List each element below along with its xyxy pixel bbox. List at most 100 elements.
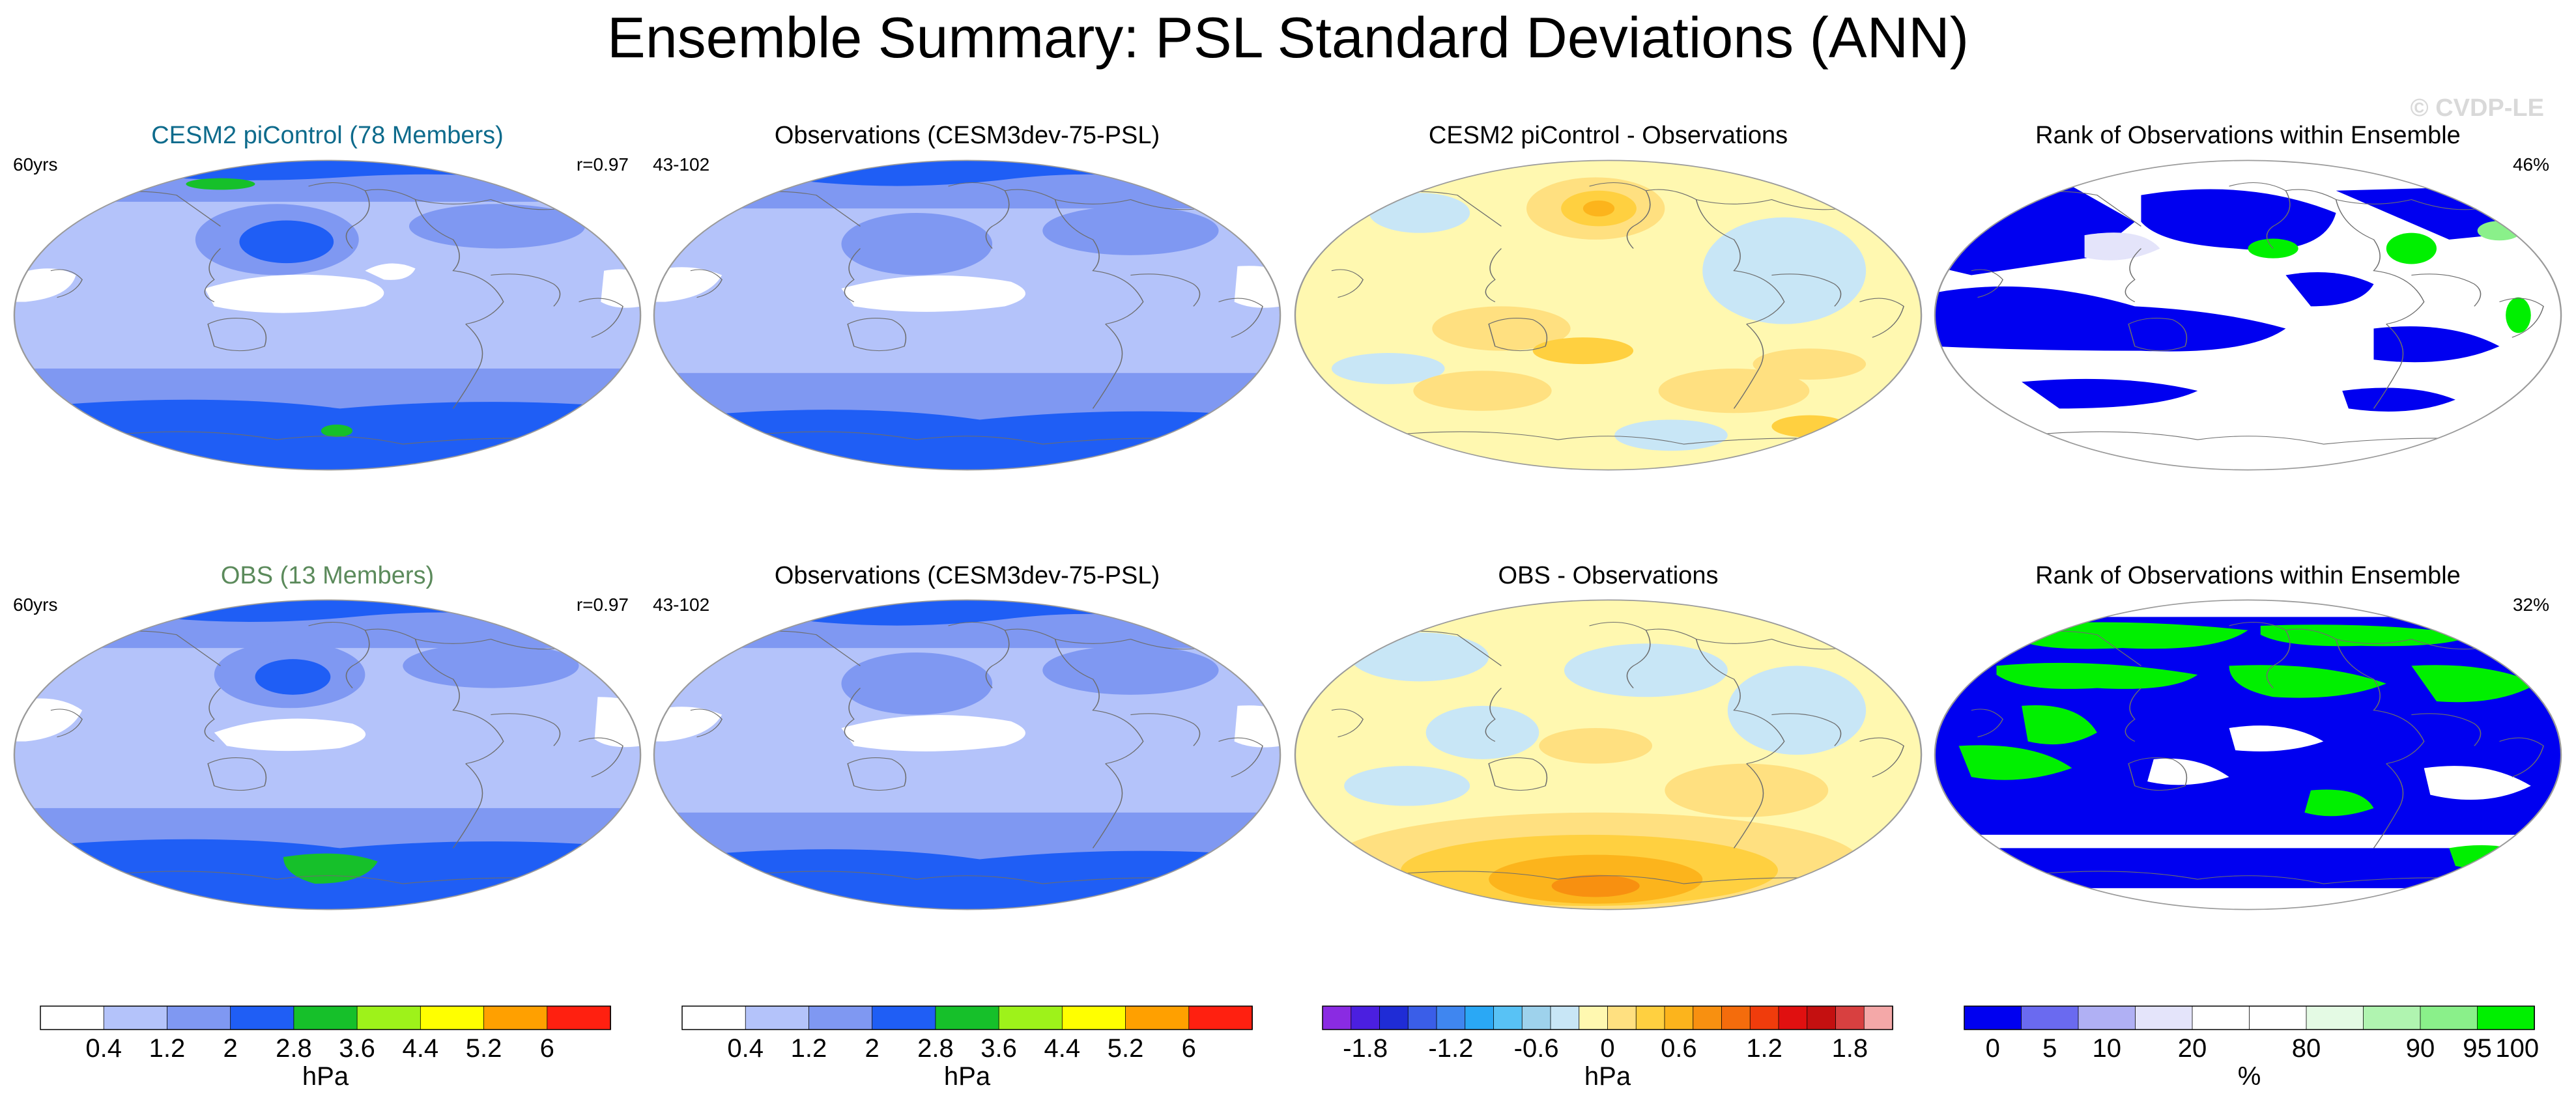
- colorbar-swatch: [40, 1005, 105, 1030]
- colorbar-tick-label: -1.8: [1343, 1034, 1388, 1063]
- panel-left-note: 43-102: [653, 154, 709, 175]
- colorbar-tick-label: 20: [2178, 1034, 2207, 1063]
- colorbar-swatch: [1807, 1005, 1837, 1030]
- colorbar-swatch: [1436, 1005, 1466, 1030]
- colorbar-unit: hPa: [944, 1062, 991, 1091]
- colorbar-swatch: [1835, 1005, 1865, 1030]
- map-panels: CESM2 piControl (78 Members)60yrs r=0.97O…: [13, 122, 2562, 910]
- colorbar-swatch: [230, 1005, 294, 1030]
- panel-r2c4: Rank of Observations within Ensemble 32%: [1934, 562, 2562, 910]
- colorbar-swatch: [1322, 1005, 1352, 1030]
- colorbar-tick-label: 0.4: [727, 1034, 764, 1063]
- colorbar-swatch: [2021, 1005, 2079, 1030]
- colorbar-swatch: [1607, 1005, 1637, 1030]
- map-field: [653, 160, 1281, 470]
- colorbar-frame: [681, 1005, 1253, 1030]
- colorbar-cb-diff: -1.8 -1.2 -0.6 0 0.6 1.2 1.8 hPa: [1322, 1005, 1893, 1091]
- colorbar-swatch: [1964, 1005, 2022, 1030]
- map-border: [1294, 599, 1923, 910]
- map-rank-a: [1934, 160, 2562, 471]
- colorbar-swatch: [1749, 1005, 1779, 1030]
- panel-title: CESM2 piControl - Observations: [1429, 122, 1788, 149]
- map-std-obs: [653, 599, 1281, 910]
- colorbar-swatch: [420, 1005, 485, 1030]
- colorbar-tick-label: 0: [1600, 1034, 1614, 1063]
- panel-title: Rank of Observations within Ensemble: [2035, 122, 2461, 149]
- map-std-obsens: [13, 599, 642, 910]
- colorbar-tick-label: 2.8: [917, 1034, 954, 1063]
- colorbar-tick-label: 95: [2463, 1034, 2492, 1063]
- map-border: [1934, 599, 2562, 910]
- panel-r1c1: CESM2 piControl (78 Members) 60yrs r=0.97: [13, 122, 642, 471]
- colorbar-cb-rank: 0 5 10 20 80 90 95 100%: [1964, 1005, 2539, 1091]
- map-diff-model: [1294, 160, 1923, 471]
- panel-title: Observations (CESM3dev-75-PSL): [775, 562, 1160, 589]
- colorbar-tick-label: 2: [865, 1034, 880, 1063]
- colorbar-swatch: [547, 1005, 611, 1030]
- colorbar-frame: [1964, 1005, 2535, 1030]
- map-rank-b: [1934, 599, 2562, 910]
- colorbar-swatch: [1863, 1005, 1893, 1030]
- colorbar-swatch: [1493, 1005, 1523, 1030]
- colorbar-swatch: [809, 1005, 873, 1030]
- colorbar-tick-label: 5.2: [466, 1034, 502, 1063]
- colorbar-tick-label: 3.6: [339, 1034, 375, 1063]
- colorbar-tick-label: 2.8: [276, 1034, 312, 1063]
- colorbar-tick-label: 100: [2495, 1034, 2539, 1063]
- map-border: [13, 599, 642, 910]
- colorbar-swatch: [1125, 1005, 1190, 1030]
- colorbar-swatch: [1721, 1005, 1751, 1030]
- colorbar-swatch: [356, 1005, 422, 1030]
- colorbar-frame: [1322, 1005, 1893, 1030]
- colorbar-tick-label: 1.8: [1832, 1034, 1868, 1063]
- colorbar-swatch: [293, 1005, 358, 1030]
- panel-title: OBS - Observations: [1498, 562, 1719, 589]
- colorbar-tick-label: 10: [2093, 1034, 2122, 1063]
- colorbar-tick-label: -1.2: [1428, 1034, 1473, 1063]
- watermark-text: © CVDP-LE: [2411, 94, 2544, 122]
- panel-right-note: 32%: [2513, 595, 2549, 615]
- colorbar-swatch: [2135, 1005, 2193, 1030]
- colorbar-swatch: [1550, 1005, 1580, 1030]
- panel-r1c3: CESM2 piControl - Observations: [1294, 122, 1923, 471]
- map-field: [1295, 160, 1922, 470]
- panel-r1c2: Observations (CESM3dev-75-PSL) 43-102: [653, 122, 1281, 471]
- colorbar-swatch: [2192, 1005, 2250, 1030]
- colorbar-tick-label: 3.6: [980, 1034, 1017, 1063]
- panel-r1c4: Rank of Observations within Ensemble 46%: [1934, 122, 2562, 471]
- colorbar-tick-label: 0.6: [1661, 1034, 1697, 1063]
- colorbar-swatch: [1521, 1005, 1551, 1030]
- map-std-obs: [653, 160, 1281, 471]
- panel-right-note: r=0.97: [577, 595, 629, 615]
- colorbar-swatch: [2306, 1005, 2364, 1030]
- colorbar-tick-label: 0: [1986, 1034, 2000, 1063]
- colorbar-unit: %: [2238, 1062, 2261, 1091]
- panel-title: Rank of Observations within Ensemble: [2035, 562, 2461, 589]
- panel-title: CESM2 piControl (78 Members): [151, 122, 504, 149]
- colorbar-tick-label: 1.2: [791, 1034, 827, 1063]
- map-border: [1294, 160, 1923, 471]
- colorbar-swatch: [2420, 1005, 2478, 1030]
- colorbar-swatch: [1188, 1005, 1253, 1030]
- colorbar-swatch: [1635, 1005, 1665, 1030]
- colorbar-swatch: [872, 1005, 936, 1030]
- colorbar-tick-label: 6: [540, 1034, 554, 1063]
- colorbar-swatch: [2363, 1005, 2421, 1030]
- colorbar-tick-label: 4.4: [1044, 1034, 1081, 1063]
- colorbar-tick-label: 4.4: [403, 1034, 439, 1063]
- colorbar-swatch: [167, 1005, 231, 1030]
- panel-r2c3: OBS - Observations: [1294, 562, 1923, 910]
- colorbar-tick-label: 0.4: [85, 1034, 122, 1063]
- colorbar-tick-label: 6: [1182, 1034, 1196, 1063]
- colorbar-swatch: [1407, 1005, 1437, 1030]
- colorbar-swatch: [2078, 1005, 2136, 1030]
- colorbar-swatch: [1351, 1005, 1381, 1030]
- map-field: [1295, 600, 1922, 910]
- panel-r2c1: OBS (13 Members) 60yrs r=0.97: [13, 562, 642, 910]
- colorbar-swatch: [103, 1005, 168, 1030]
- colorbar-swatch: [1664, 1005, 1694, 1030]
- colorbar-swatch: [2477, 1005, 2535, 1030]
- panel-left-note: 60yrs: [13, 154, 57, 175]
- colorbar-tick-label: 1.2: [149, 1034, 186, 1063]
